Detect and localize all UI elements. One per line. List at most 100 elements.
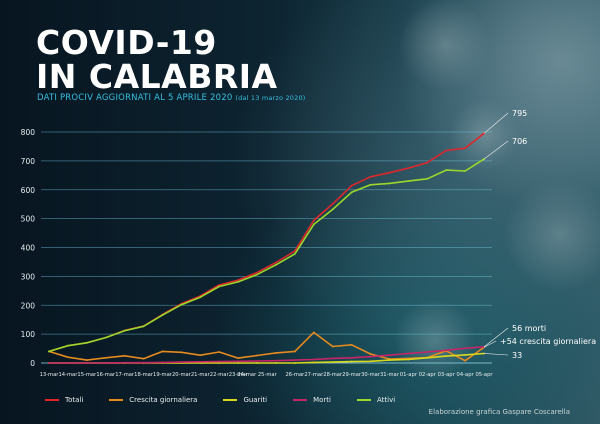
legend-swatch — [357, 399, 371, 401]
y-tick-label: 400 — [21, 244, 36, 253]
data-point — [275, 261, 277, 264]
data-point — [293, 350, 296, 353]
data-point — [369, 175, 372, 178]
data-point — [350, 343, 353, 346]
data-point — [161, 361, 164, 364]
x-tick-label: 18-mar — [134, 372, 154, 378]
data-point — [369, 353, 372, 355]
x-tick-label: 27-mar — [304, 372, 324, 378]
data-point — [142, 357, 145, 360]
y-tick-label: 600 — [21, 186, 36, 195]
end-label-leader — [483, 353, 509, 356]
y-tick-label: 700 — [21, 157, 36, 166]
data-point — [426, 351, 429, 353]
data-point — [180, 303, 183, 306]
data-point — [218, 284, 221, 286]
data-point — [407, 358, 410, 361]
data-point — [464, 359, 466, 362]
data-point — [350, 360, 353, 363]
data-point — [256, 354, 258, 357]
data-point — [85, 359, 88, 362]
data-point — [180, 351, 183, 354]
data-point — [331, 202, 334, 205]
y-tick-label: 100 — [21, 330, 36, 339]
data-point — [237, 362, 240, 364]
data-point — [85, 341, 88, 344]
data-point — [312, 361, 315, 364]
data-point — [180, 361, 183, 364]
x-tick-label: 29-mar — [342, 372, 362, 378]
end-label-leader — [483, 327, 509, 348]
x-tick-label: 20-mar — [172, 372, 192, 378]
x-tick-label: 17-mar — [115, 372, 135, 378]
data-point — [218, 362, 221, 364]
y-tick-label: 800 — [21, 128, 36, 137]
x-tick-label: 16-mar — [96, 372, 116, 378]
data-point — [407, 167, 410, 169]
data-point — [48, 350, 50, 353]
data-point — [237, 280, 240, 283]
data-point — [142, 361, 145, 364]
data-point — [67, 344, 69, 347]
x-tick-label: 30-mar — [361, 372, 381, 378]
data-point — [218, 351, 221, 353]
data-point — [445, 169, 448, 172]
data-point — [218, 285, 221, 288]
end-label: 706 — [512, 137, 527, 146]
subtitle-text: DATI PROCIV AGGIORNATI AL 5 APRILE 2020 — [37, 93, 233, 103]
data-point — [48, 362, 50, 364]
data-point — [331, 345, 334, 348]
data-point — [350, 184, 353, 187]
x-tick-label: 19-mar — [153, 372, 173, 378]
data-point — [199, 360, 202, 363]
data-point — [312, 358, 315, 361]
x-tick-label: 04-apr — [457, 372, 475, 378]
data-point — [369, 355, 372, 358]
data-point — [388, 354, 391, 357]
data-point — [104, 356, 107, 359]
data-point — [67, 356, 69, 359]
series-line-crescita-giornaliera — [48, 331, 485, 362]
series-line-totali — [48, 132, 485, 353]
data-point — [199, 296, 202, 299]
virus-particle-decoration — [395, 300, 475, 380]
data-point — [407, 352, 410, 355]
data-point — [256, 362, 258, 364]
y-tick-label: 200 — [21, 301, 36, 310]
legend-swatch — [223, 399, 238, 401]
data-point — [445, 355, 448, 357]
legend-swatch — [45, 399, 59, 401]
x-tick-label: 28-mar — [323, 372, 343, 378]
data-point — [369, 183, 372, 186]
legend-swatch — [109, 399, 124, 401]
legend-label: Morti — [313, 396, 331, 404]
data-point — [85, 362, 88, 364]
data-point — [275, 359, 277, 362]
x-tick-label: 23-mar — [229, 372, 249, 378]
x-tick-label: 05-apr — [475, 372, 493, 378]
x-tick-label: 14-mar — [58, 372, 78, 378]
data-point — [123, 361, 126, 364]
data-point — [293, 362, 296, 364]
data-point — [237, 357, 240, 359]
data-point — [464, 170, 466, 172]
data-point — [312, 219, 315, 222]
legend-item: Totali — [45, 396, 83, 404]
data-point — [407, 180, 410, 182]
data-point — [331, 361, 334, 364]
legend-label: Crescita giornaliera — [129, 396, 198, 404]
series-line-morti — [48, 345, 485, 364]
data-point — [388, 359, 391, 362]
title-line-2: IN CALABRIA — [36, 57, 278, 96]
end-label-leader — [483, 140, 509, 160]
data-point — [445, 349, 448, 352]
data-point — [199, 354, 202, 357]
title-line-1: COVID-19 — [36, 23, 217, 62]
data-point — [161, 350, 164, 353]
data-point — [312, 331, 315, 334]
data-point — [388, 171, 391, 174]
subtitle-date-range: (dal 13 marzo 2020) — [235, 94, 306, 102]
legend-item: Attivi — [357, 396, 395, 404]
x-tick-label: 13-mar — [40, 372, 60, 378]
